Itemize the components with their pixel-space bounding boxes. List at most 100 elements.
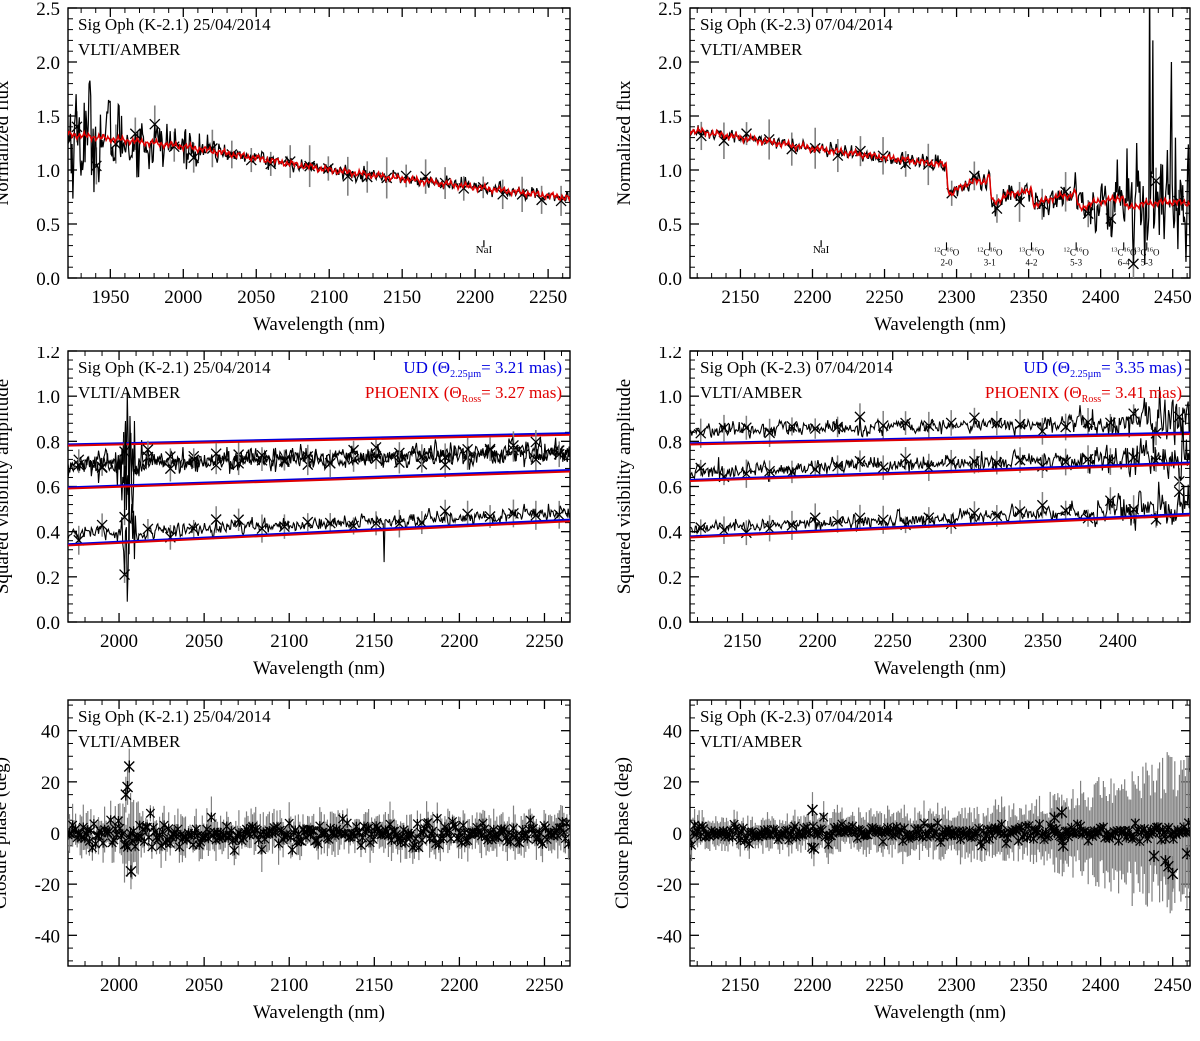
observed-spectrum: [68, 80, 570, 204]
panel-title-line2: VLTI/AMBER: [78, 40, 181, 59]
outlier-point: [1056, 806, 1068, 819]
y-tick-label: -40: [35, 926, 60, 947]
outlier-point: [806, 803, 818, 816]
panel-title-line2: VLTI/AMBER: [700, 40, 803, 59]
panel-cp-left: 2000 2050 2100 2150 2200 2250 -40 -20 0 20 40 Wavel…: [0, 694, 600, 1041]
y-tick-label: 2.0: [36, 53, 60, 74]
y-tick-label: 2.5: [36, 0, 60, 20]
y-tick-label: 0.8: [658, 432, 682, 453]
outlier-point: [125, 865, 137, 878]
y-tick-label: 0.0: [36, 613, 60, 634]
molecular-band-label: 5-3: [1070, 258, 1082, 268]
molecular-species-label: 13C16O: [1134, 246, 1160, 257]
y-axis-title: Closure phase (deg): [612, 757, 633, 909]
x-tick-label: 2150: [721, 975, 759, 996]
y-tick-label: -20: [657, 875, 682, 896]
x-tick-label: 2350: [1010, 975, 1048, 996]
molecular-band-label: 3-1: [984, 258, 996, 268]
observed-visibility: [68, 391, 570, 555]
outlier-point: [1057, 839, 1069, 852]
legend: UD (Θ2.25µm= 3.21 mas) PHOENIX (ΘRoss= 3.…: [365, 358, 562, 405]
ud-model-curve: [690, 461, 1190, 482]
ud-model-curve: [68, 468, 570, 489]
x-axis-title: Wavelength (nm): [253, 658, 385, 679]
x-tick-label: 2200: [799, 631, 837, 652]
y-tick-label: 1.5: [658, 107, 682, 128]
y-tick-label: 20: [41, 773, 60, 794]
closure-phase-points: [690, 803, 1190, 880]
x-axis-title: Wavelength (nm): [253, 314, 385, 335]
y-tick-label: 1.5: [36, 107, 60, 128]
x-tick-label: 2150: [721, 287, 759, 308]
molecular-band-label: 6-4: [1118, 258, 1130, 268]
x-axis-title: Wavelength (nm): [874, 658, 1006, 679]
plot-frame: [689, 7, 1191, 279]
y-axis-title: Closure phase (deg): [0, 757, 11, 909]
axis-ticks: 2000 2050 2100 2150 2200 2250 0.0 0.2 0.4 0.6 0.8 1…: [36, 347, 570, 652]
molecular-species-label: 12C16O: [934, 246, 960, 257]
y-tick-label: 0.0: [658, 613, 682, 634]
observed-visibility: [68, 503, 570, 602]
ud-model-curve: [690, 512, 1190, 538]
nai-label: NaI: [476, 244, 493, 256]
y-tick-label: 0: [51, 824, 61, 845]
y-tick-label: 2.0: [658, 53, 682, 74]
x-tick-label: 2400: [1082, 975, 1120, 996]
x-tick-label: 2400: [1099, 631, 1137, 652]
panel-title-line1: Sig Oph (K-2.1) 25/04/2014: [78, 358, 271, 377]
outlier-point: [1167, 867, 1179, 880]
panel-title-line1: Sig Oph (K-2.1) 25/04/2014: [78, 15, 271, 34]
y-tick-label: 1.2: [36, 347, 60, 363]
x-tick-label: 2200: [440, 975, 478, 996]
panel-title-line1: Sig Oph (K-2.1) 25/04/2014: [78, 707, 271, 726]
y-tick-label: 0.5: [36, 215, 60, 236]
x-tick-label: 2250: [874, 631, 912, 652]
y-tick-label: 1.0: [36, 387, 60, 408]
molecular-line-labels: 12C16O2-012C16O3-113C16O4-212C16O5-313C1…: [934, 242, 1160, 268]
y-tick-label: 2.5: [658, 0, 682, 20]
x-tick-label: 2100: [270, 631, 308, 652]
y-axis-title: Normalized flux: [614, 80, 635, 206]
panel-cp-right: 2150 2200 2250 2300 2350 2400 2450 -40 -20 0 20 40 W…: [600, 694, 1200, 1041]
y-tick-label: 0.6: [658, 478, 682, 499]
closure-phase-points: [68, 760, 570, 878]
x-tick-label: 2100: [310, 287, 348, 308]
panel-title-line1: Sig Oph (K-2.3) 07/04/2014: [700, 358, 893, 377]
x-tick-label: 2300: [938, 287, 976, 308]
x-tick-label: 2150: [355, 975, 393, 996]
x-tick-label: 2300: [938, 975, 976, 996]
y-tick-label: 0.5: [658, 215, 682, 236]
y-axis-title: Squared visibility amplitude: [0, 379, 13, 594]
observed-visibility: [690, 417, 1190, 482]
x-tick-label: 2000: [100, 975, 138, 996]
outlier-point: [1181, 847, 1190, 860]
y-tick-label: 1.2: [658, 347, 682, 363]
panel-title-line2: VLTI/AMBER: [78, 732, 181, 751]
y-axis-title: Squared visibility amplitude: [614, 379, 635, 594]
x-tick-label: 2050: [237, 287, 275, 308]
panel-vis-left: 2000 2050 2100 2150 2200 2250 0.0 0.2 0.4 0.6 0.8 1…: [0, 347, 600, 694]
phoenix-model-curve: [690, 463, 1190, 483]
axis-ticks: 2150 2200 2250 2300 2350 2400 2450 -40 -20 0 20 40: [657, 700, 1192, 996]
x-tick-label: 2200: [440, 631, 478, 652]
phoenix-legend: PHOENIX (ΘRoss= 3.27 mas): [365, 383, 562, 405]
x-tick-label: 2250: [866, 287, 904, 308]
x-axis-title: Wavelength (nm): [874, 1002, 1006, 1023]
axis-ticks: 2150 2200 2250 2300 2350 2400 0.0 0.2 0.4 0.6 0.8 1…: [658, 347, 1190, 652]
phoenix-model-curve: [68, 520, 570, 547]
x-tick-label: 2050: [185, 975, 223, 996]
phoenix-legend: PHOENIX (ΘRoss= 3.41 mas): [985, 383, 1182, 405]
ud-model-curve: [690, 431, 1190, 445]
observed-visibility: [690, 386, 1190, 454]
outlier-point: [123, 760, 135, 773]
molecular-band-label: 5-3: [1141, 258, 1153, 268]
phoenix-model-curve: [690, 433, 1190, 446]
phoenix-model-curve: [68, 433, 570, 447]
ud-model-curve: [68, 518, 570, 546]
x-tick-label: 2400: [1082, 287, 1120, 308]
y-tick-label: 0.4: [36, 523, 60, 544]
x-tick-label: 2050: [185, 631, 223, 652]
outlier-point: [122, 780, 134, 793]
ud-model-curve: [68, 432, 570, 447]
